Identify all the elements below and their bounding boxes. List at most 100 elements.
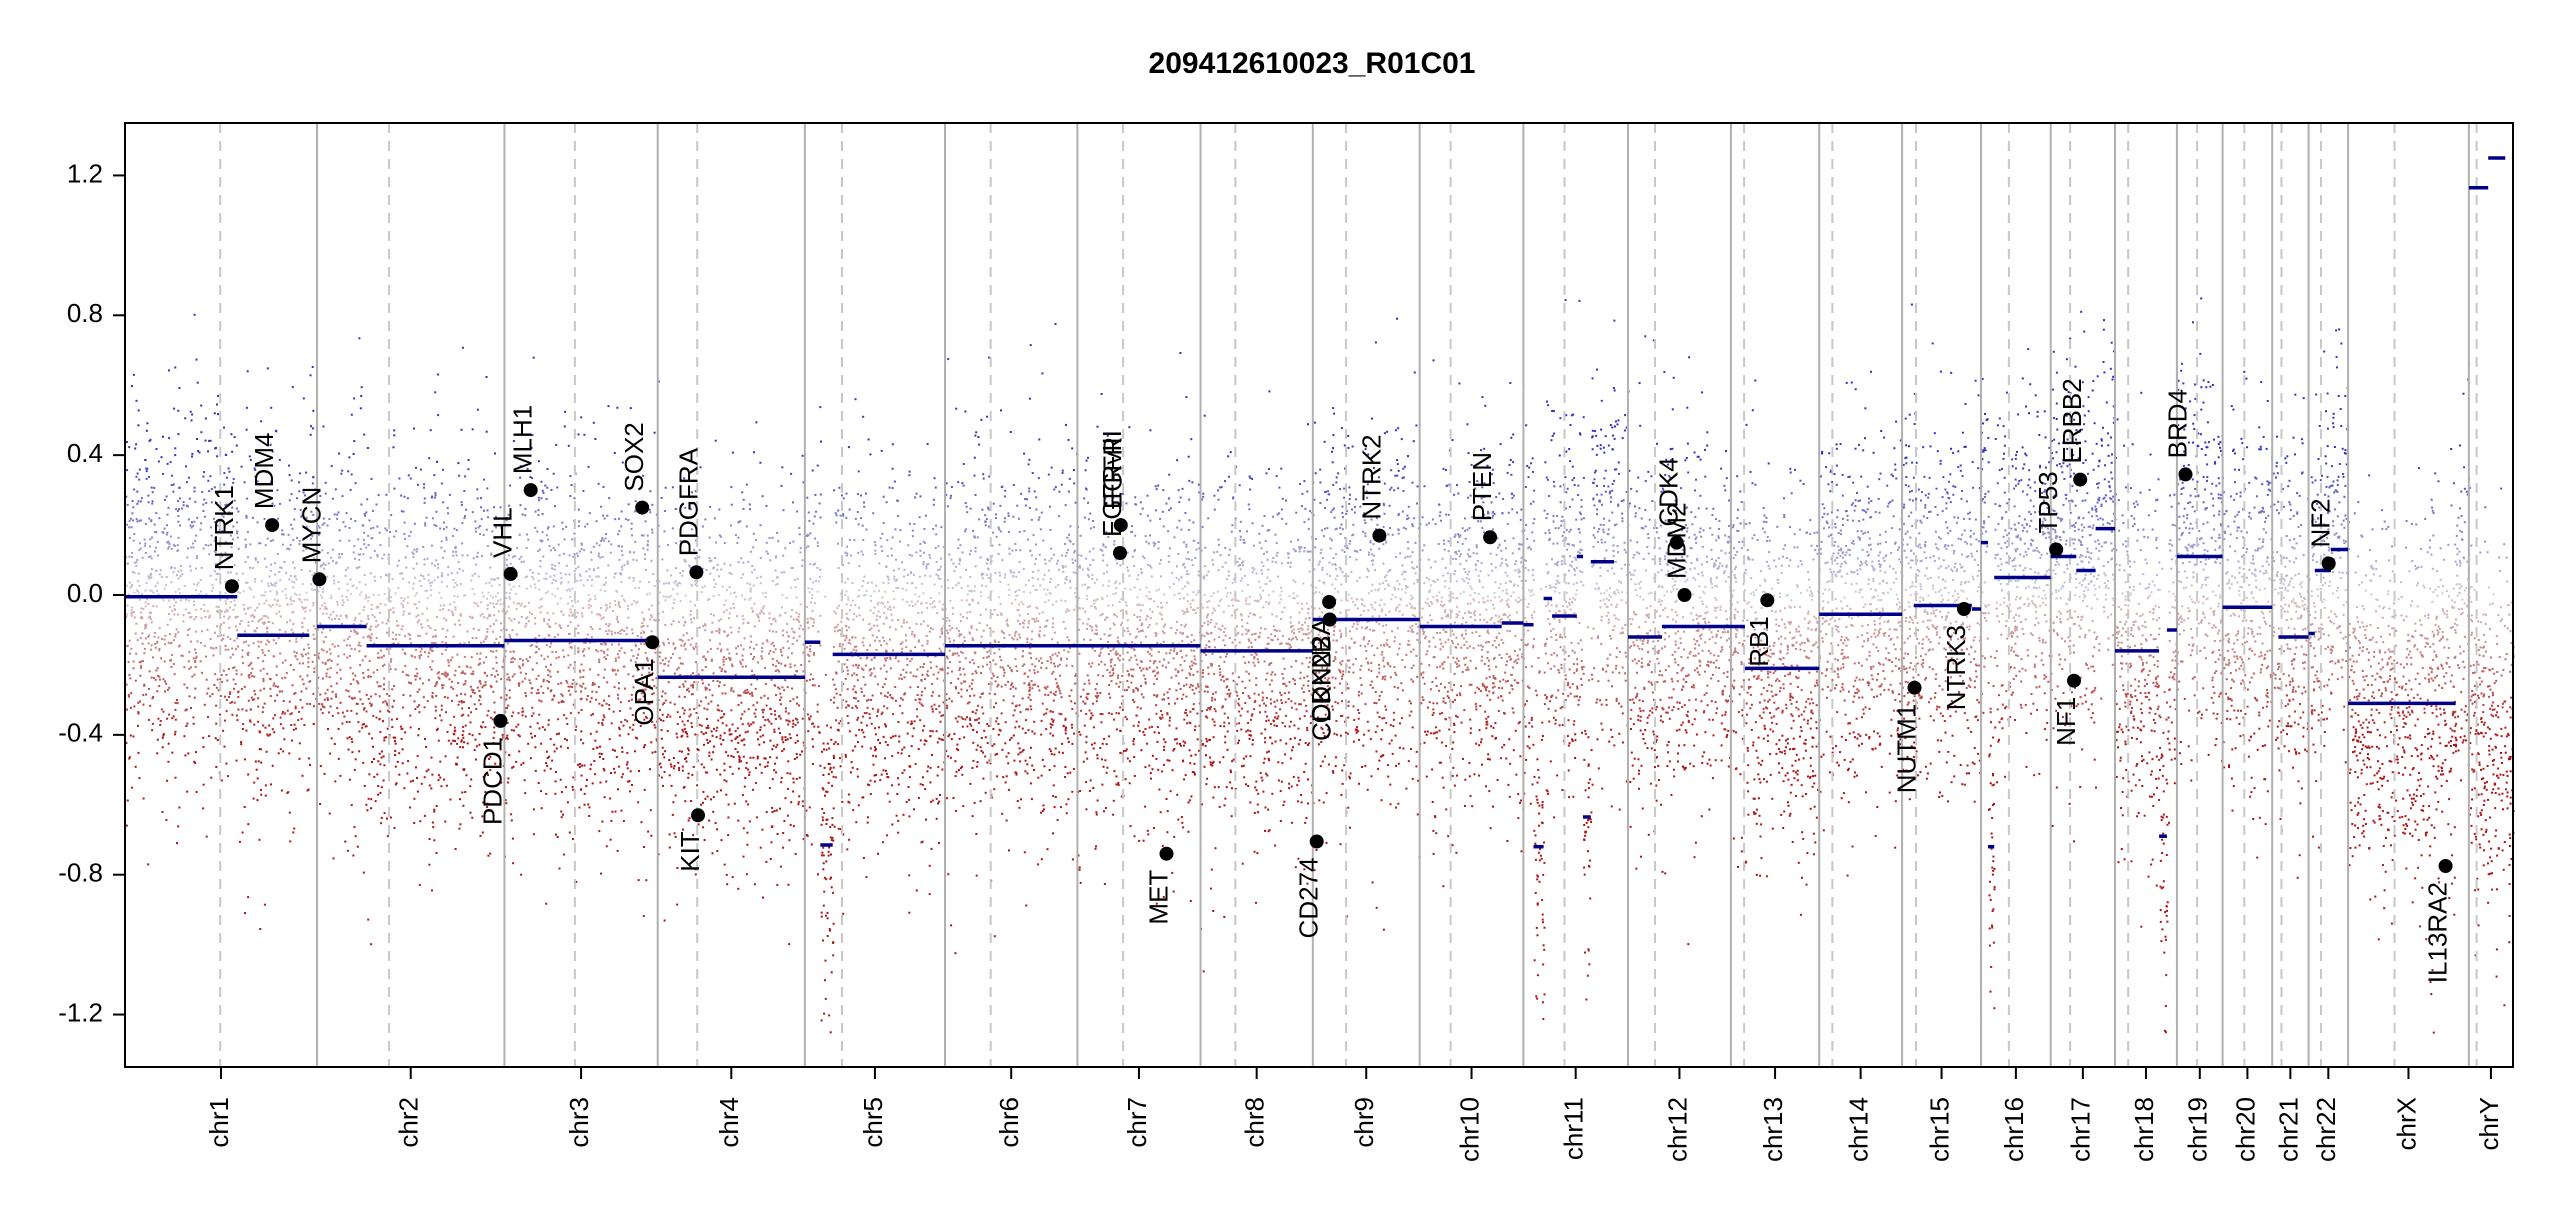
probe-point (736, 735, 739, 738)
probe-point (454, 740, 456, 743)
probe-point (577, 600, 580, 603)
probe-point (331, 714, 334, 717)
probe-point (618, 726, 621, 729)
probe-point (748, 820, 751, 823)
probe-point (682, 683, 685, 686)
probe-point (672, 767, 675, 770)
probe-point (798, 627, 801, 630)
probe-point (461, 569, 464, 572)
probe-point (638, 770, 640, 772)
probe-point (128, 639, 131, 642)
probe-point (228, 615, 231, 618)
probe-point (346, 599, 349, 601)
probe-point (125, 441, 128, 443)
probe-point (783, 571, 786, 574)
probe-point (360, 386, 363, 389)
probe-point (193, 618, 196, 621)
probe-point (221, 529, 224, 532)
probe-point (300, 653, 303, 656)
probe-point (166, 531, 169, 534)
probe-point (603, 668, 606, 671)
probe-point (628, 700, 631, 702)
probe-point (306, 702, 309, 705)
probe-point (863, 712, 866, 715)
probe-point (926, 639, 929, 642)
probe-point (256, 561, 259, 564)
probe-point (557, 701, 560, 704)
probe-point (478, 699, 481, 702)
probe-point (251, 698, 254, 701)
probe-point (499, 603, 502, 606)
probe-point (185, 465, 187, 468)
probe-point (181, 654, 184, 657)
probe-point (194, 500, 197, 503)
probe-point (280, 789, 283, 792)
probe-point (640, 632, 643, 635)
probe-point (880, 644, 883, 647)
probe-point (494, 675, 496, 678)
probe-point (295, 640, 298, 643)
probe-point (669, 715, 672, 718)
probe-point (646, 659, 649, 662)
probe-point (398, 559, 400, 562)
probe-point (161, 811, 164, 813)
probe-point (547, 526, 550, 529)
probe-point (492, 667, 495, 670)
probe-point (460, 740, 463, 743)
probe-point (364, 583, 367, 586)
probe-point (646, 625, 649, 628)
probe-point (292, 623, 295, 626)
probe-point (789, 700, 792, 703)
probe-point (605, 702, 608, 705)
probe-point (531, 668, 534, 671)
probe-point (777, 540, 780, 543)
probe-point (513, 673, 516, 676)
probe-point (384, 603, 387, 606)
probe-point (893, 480, 896, 483)
probe-point (598, 830, 601, 833)
probe-point (687, 639, 690, 641)
probe-point (418, 635, 421, 638)
probe-point (208, 490, 211, 493)
probe-point (690, 722, 693, 725)
probe-point (730, 754, 733, 757)
probe-point (226, 476, 228, 479)
probe-point (884, 590, 887, 593)
probe-point (239, 622, 241, 625)
probe-point (672, 602, 675, 604)
probe-point (256, 606, 259, 609)
probe-point (394, 592, 397, 595)
probe-point (270, 480, 272, 483)
probe-point (436, 461, 438, 463)
probe-point (495, 603, 498, 606)
probe-point (651, 672, 654, 675)
probe-point (406, 497, 409, 500)
probe-point (232, 608, 235, 611)
probe-point (206, 692, 209, 695)
probe-point (225, 602, 228, 605)
probe-point (144, 523, 147, 525)
probe-point (342, 521, 345, 524)
probe-point (841, 494, 843, 497)
probe-point (644, 553, 646, 556)
probe-point (938, 842, 940, 844)
probe-point (620, 549, 623, 552)
probe-point (711, 694, 714, 697)
probe-point (299, 508, 302, 511)
probe-point (426, 597, 429, 600)
probe-point (891, 784, 894, 787)
probe-point (418, 727, 420, 730)
probe-point (415, 615, 418, 618)
probe-point (590, 697, 593, 700)
probe-point (538, 548, 541, 551)
probe-point (464, 475, 467, 478)
probe-point (479, 682, 482, 685)
probe-point (330, 556, 333, 559)
probe-point (786, 622, 789, 625)
probe-point (150, 621, 153, 624)
probe-point (828, 846, 831, 849)
probe-point (616, 631, 619, 634)
probe-point (705, 731, 708, 734)
probe-point (705, 658, 707, 661)
probe-point (144, 459, 147, 462)
